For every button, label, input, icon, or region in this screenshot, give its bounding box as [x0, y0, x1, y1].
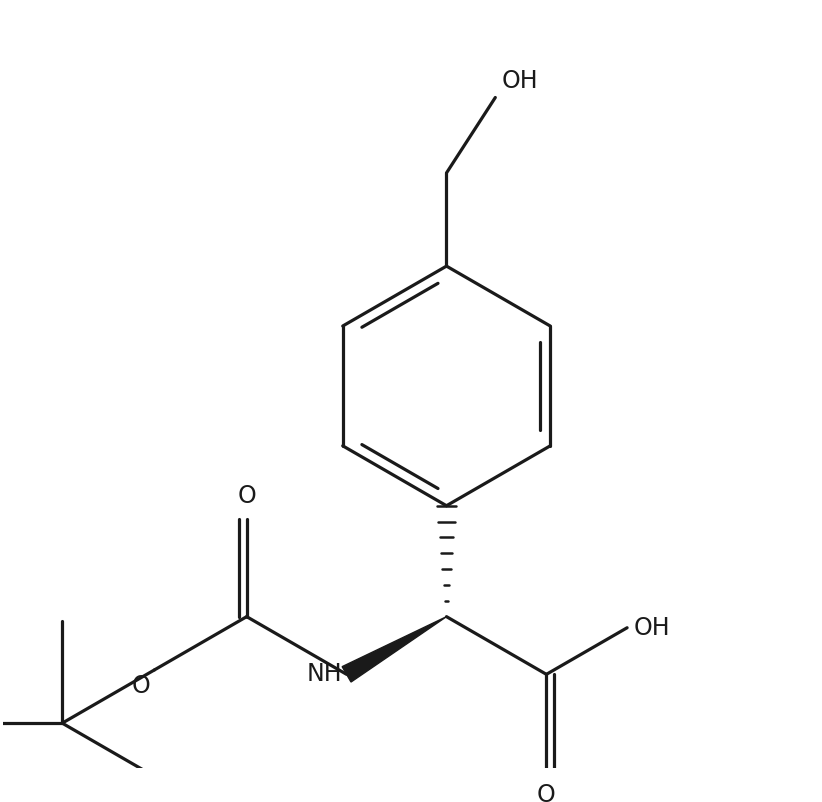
- Text: OH: OH: [501, 69, 538, 93]
- Text: O: O: [537, 783, 556, 802]
- Text: O: O: [132, 674, 150, 699]
- Polygon shape: [342, 617, 446, 682]
- Text: O: O: [238, 484, 256, 508]
- Text: NH: NH: [307, 662, 342, 687]
- Text: OH: OH: [633, 616, 670, 640]
